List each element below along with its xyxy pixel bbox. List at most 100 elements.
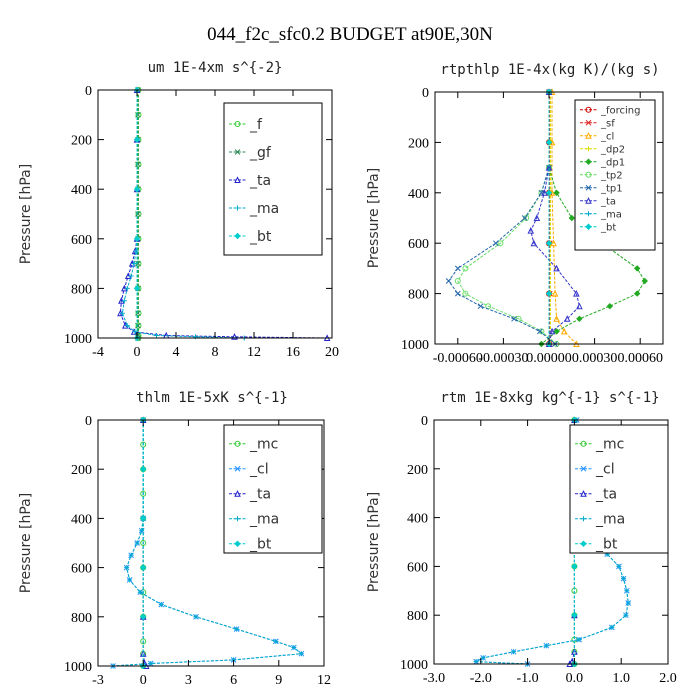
- legend-marker: [234, 149, 241, 155]
- data-point: [576, 315, 583, 323]
- series-line-dp1: [541, 92, 646, 345]
- data-point: [538, 328, 545, 335]
- legend-label: _mc: [249, 437, 278, 453]
- data-point: [609, 624, 615, 630]
- data-point: [139, 613, 147, 621]
- legend-marker: [585, 223, 592, 230]
- x-tick-label: 0: [134, 345, 141, 360]
- data-point: [511, 315, 517, 322]
- data-point: [139, 465, 147, 473]
- legend-label: _tp2: [600, 170, 623, 181]
- data-point: [154, 333, 159, 339]
- data-point: [633, 265, 641, 272]
- data-point: [121, 298, 127, 304]
- data-point: [234, 626, 240, 632]
- data-point: [133, 136, 141, 143]
- data-point: [135, 111, 141, 118]
- data-point: [134, 540, 140, 546]
- x-tick-label: 16: [286, 345, 300, 360]
- x-tick-label: -3: [92, 673, 104, 688]
- legend-marker: [234, 440, 241, 447]
- data-point: [625, 600, 631, 606]
- data-point: [492, 240, 499, 247]
- panel-rtm: rtm 1E-8xkg kg^{-1} s^{-1} Pressure [hPa]…: [366, 390, 677, 686]
- data-point: [128, 552, 134, 558]
- data-point: [140, 540, 147, 546]
- legend-label: _ma: [600, 209, 622, 220]
- data-point: [193, 614, 199, 620]
- legend-marker: [234, 490, 241, 497]
- y-tick-label: 1000: [401, 338, 429, 353]
- data-point: [538, 189, 545, 196]
- y-tick-label: 800: [71, 611, 92, 626]
- legend-box: [223, 102, 323, 256]
- data-point: [548, 327, 556, 335]
- data-point: [454, 290, 461, 297]
- data-point: [477, 303, 484, 310]
- data-point: [135, 310, 141, 317]
- y-tick-label: 0: [422, 86, 429, 101]
- data-point: [135, 161, 141, 168]
- x-tick-label: 12: [317, 673, 331, 688]
- panel-thlm: thlm 1E-5xK s^{-1} Pressure [hPa] -3 0 3 6 9 12…: [18, 390, 331, 688]
- x-tick-label: 0: [140, 673, 147, 688]
- legend-marker: [585, 106, 592, 113]
- y-tick-label: 400: [71, 183, 92, 198]
- legend-marker: [585, 132, 592, 139]
- y-tick-label: 1000: [400, 658, 428, 673]
- y-tick-label: 600: [71, 233, 92, 248]
- legend-marker: [580, 465, 587, 472]
- y-tick-label: 0: [85, 84, 92, 99]
- data-point: [641, 277, 648, 285]
- data-point: [527, 226, 535, 234]
- legend-marker: [585, 171, 592, 178]
- y-axis-label: Pressure [hPa]: [366, 492, 382, 592]
- x-tick-label: 0.0: [566, 671, 584, 686]
- data-point: [135, 260, 141, 267]
- legend-label: _cl: [595, 462, 615, 478]
- data-point: [291, 645, 297, 651]
- figure-title: 044_f2c_sfc0.2 BUDGET at90E,30N: [207, 24, 493, 45]
- legend-marker: [585, 158, 592, 165]
- x-tick-label: -4: [92, 345, 104, 360]
- x-tick-label: 0.00000: [526, 351, 572, 366]
- legend-label: _cl: [600, 131, 614, 142]
- x-tick-label: 8: [212, 345, 219, 360]
- legend-marker: [585, 184, 592, 191]
- data-point: [193, 334, 198, 340]
- legend-label: _mc: [595, 437, 624, 453]
- legend-marker: [234, 540, 241, 547]
- data-point: [140, 490, 147, 497]
- y-tick-label: 800: [407, 609, 428, 624]
- x-tick-label: 9: [275, 673, 282, 688]
- x-tick-label: 0.00030: [572, 351, 618, 366]
- panel-title: rtpthlp 1E-4x(kg K)/(kg s): [440, 62, 659, 78]
- legend-label: _dp1: [600, 157, 625, 168]
- legend-label: _ta: [249, 173, 271, 189]
- x-tick-label: -3.0: [423, 671, 445, 686]
- data-point: [616, 563, 622, 569]
- data-point: [473, 659, 479, 665]
- legend-marker: [580, 540, 587, 547]
- data-point: [530, 239, 538, 247]
- legend-marker: [585, 119, 592, 126]
- y-tick-label: 600: [407, 560, 428, 575]
- x-tick-label: 0.00060: [617, 351, 663, 366]
- panel-title: rtm 1E-8xkg kg^{-1} s^{-1}: [440, 390, 659, 406]
- data-point: [148, 661, 154, 667]
- legend-label: _ma: [249, 512, 279, 528]
- legend-marker: [234, 121, 241, 127]
- data-point: [521, 215, 528, 221]
- legend-label: _dp2: [600, 144, 625, 155]
- panel-title: um 1E-4xm s^{-2}: [148, 60, 283, 76]
- legend-label: _forcing: [600, 105, 641, 116]
- data-point: [133, 285, 141, 292]
- data-point: [445, 278, 452, 284]
- series-line-cl: [551, 92, 577, 345]
- series-line-tp2: [457, 92, 557, 345]
- legend-label: _ta: [595, 487, 617, 503]
- y-tick-label: 400: [71, 512, 92, 527]
- data-point: [124, 323, 130, 329]
- data-point: [515, 315, 522, 322]
